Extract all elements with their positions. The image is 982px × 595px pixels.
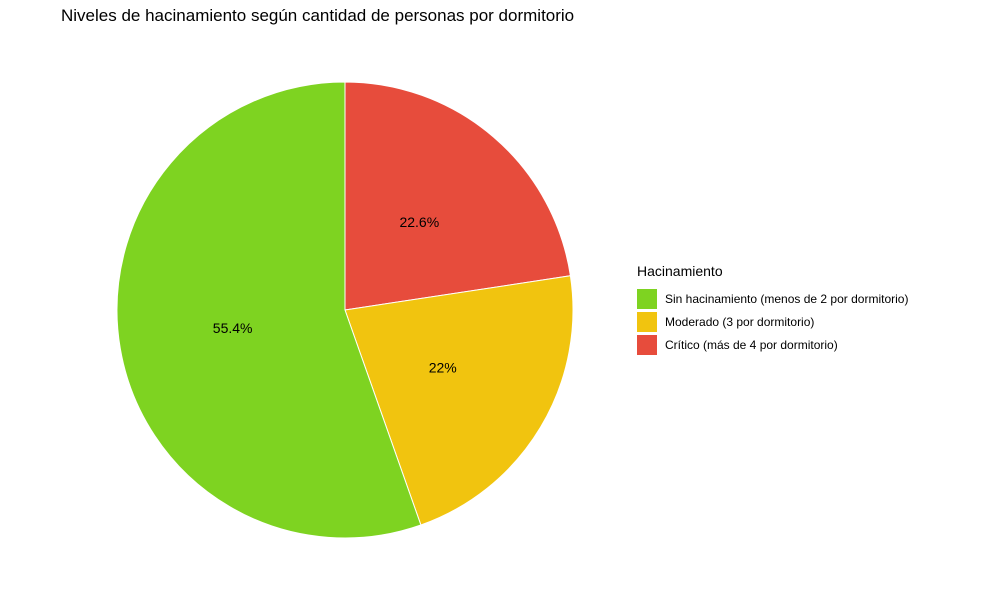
legend-label-critico: Crítico (más de 4 por dormitorio) (665, 337, 838, 352)
legend-key-critico (637, 334, 657, 355)
slice-label-moderado: 22% (429, 359, 457, 375)
pie-slice-moderado (344, 275, 574, 526)
chart-title: Niveles de hacinamiento según cantidad d… (61, 6, 575, 25)
legend-key-sin-hacinamiento (637, 288, 657, 309)
slice-label-critico: 22.6% (399, 214, 439, 230)
legend-item-moderado: Moderado (3 por dormitorio) (637, 310, 908, 333)
legend-item-sin-hacinamiento: Sin hacinamiento (menos de 2 por dormito… (637, 287, 908, 310)
legend: Hacinamiento Sin hacinamiento (menos de … (637, 263, 908, 356)
legend-item-critico: Crítico (más de 4 por dormitorio) (637, 333, 908, 356)
legend-title: Hacinamiento (637, 263, 723, 279)
pie-slice-critico (344, 81, 571, 311)
legend-label-sin-hacinamiento: Sin hacinamiento (menos de 2 por dormito… (665, 291, 909, 306)
pie-slice-sin-hacinamiento (116, 81, 422, 539)
legend-label-moderado: Moderado (3 por dormitorio) (665, 314, 815, 329)
legend-key-moderado (637, 311, 657, 332)
slice-label-sin-hacinamiento: 55.4% (213, 320, 253, 336)
